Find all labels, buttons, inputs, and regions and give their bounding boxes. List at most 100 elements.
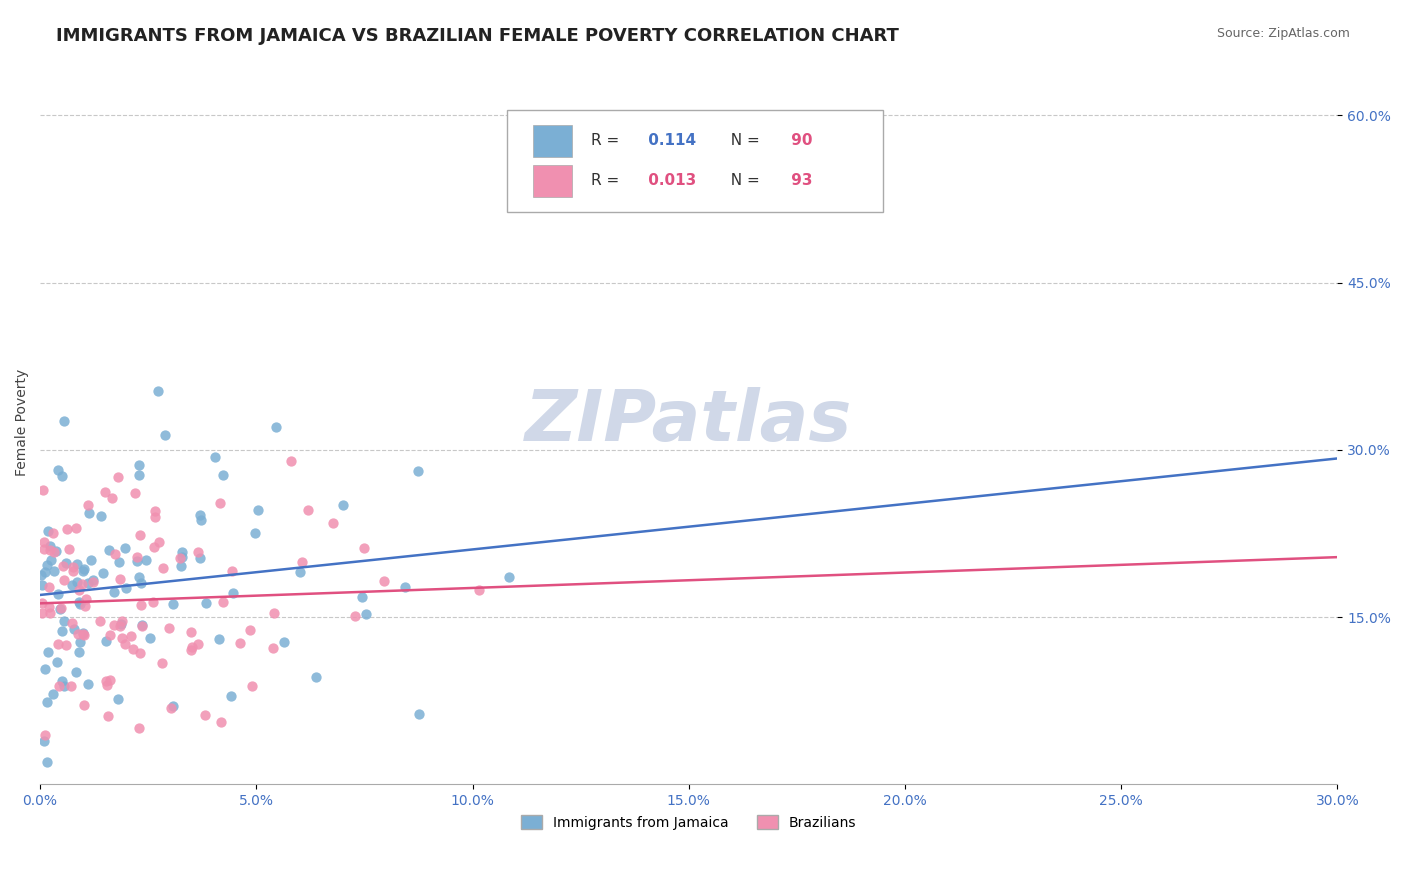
Point bbox=[37, 695, 59, 709]
Point bbox=[82, 573, 104, 587]
Point bbox=[162, 698, 184, 713]
Point bbox=[142, 541, 165, 555]
Point bbox=[37, 645, 59, 659]
Point bbox=[101, 491, 124, 505]
Point bbox=[125, 549, 148, 564]
Text: 0.013: 0.013 bbox=[644, 173, 696, 188]
Point bbox=[162, 597, 184, 611]
Point bbox=[65, 665, 87, 679]
Point bbox=[32, 541, 55, 556]
Point bbox=[145, 509, 167, 524]
Text: 93: 93 bbox=[786, 173, 813, 188]
Point bbox=[322, 516, 344, 530]
Point bbox=[209, 714, 232, 729]
Point bbox=[135, 553, 157, 567]
Point bbox=[373, 574, 395, 588]
Point bbox=[188, 551, 211, 566]
Point bbox=[467, 583, 489, 598]
Text: 0.114: 0.114 bbox=[644, 133, 696, 148]
Point bbox=[110, 572, 132, 586]
Point bbox=[181, 640, 204, 654]
Point bbox=[127, 554, 149, 568]
Point bbox=[110, 617, 132, 632]
Point bbox=[111, 632, 134, 646]
Point bbox=[42, 687, 65, 701]
FancyBboxPatch shape bbox=[508, 111, 883, 211]
Point bbox=[209, 496, 232, 510]
Point bbox=[159, 701, 181, 715]
Point bbox=[120, 629, 142, 643]
Point bbox=[53, 614, 76, 628]
Text: R =: R = bbox=[592, 173, 624, 188]
Point bbox=[60, 616, 83, 631]
Point bbox=[211, 594, 233, 608]
Point bbox=[211, 468, 233, 483]
Point bbox=[498, 570, 520, 584]
Point bbox=[204, 450, 226, 464]
Point bbox=[44, 545, 66, 559]
Point bbox=[114, 581, 136, 595]
Point bbox=[148, 534, 170, 549]
Point bbox=[142, 594, 165, 608]
Point bbox=[69, 634, 91, 648]
Point bbox=[408, 706, 430, 721]
Point bbox=[38, 580, 60, 594]
Point bbox=[146, 384, 169, 399]
Point bbox=[42, 525, 65, 540]
FancyBboxPatch shape bbox=[533, 165, 572, 197]
Point bbox=[53, 573, 76, 587]
Point bbox=[97, 709, 120, 723]
Point bbox=[45, 656, 67, 670]
Point bbox=[72, 564, 94, 578]
Point bbox=[153, 428, 176, 442]
Point bbox=[31, 596, 53, 610]
Point bbox=[52, 413, 75, 427]
Point bbox=[100, 673, 122, 687]
Point bbox=[67, 645, 90, 659]
Point bbox=[52, 558, 75, 573]
Point bbox=[65, 521, 87, 535]
Point bbox=[98, 542, 121, 557]
Point bbox=[82, 574, 104, 589]
Point bbox=[128, 468, 150, 483]
Point bbox=[37, 524, 59, 538]
Text: R =: R = bbox=[592, 133, 624, 148]
Point bbox=[34, 662, 56, 676]
Point bbox=[263, 606, 285, 620]
Point bbox=[79, 506, 101, 520]
Point bbox=[169, 551, 191, 566]
Text: ZIPatlas: ZIPatlas bbox=[524, 387, 852, 457]
Point bbox=[208, 632, 231, 647]
Point bbox=[77, 677, 100, 691]
Point bbox=[62, 560, 84, 574]
Point bbox=[91, 566, 114, 581]
Point bbox=[31, 607, 53, 621]
Point bbox=[37, 558, 59, 572]
Text: IMMIGRANTS FROM JAMAICA VS BRAZILIAN FEMALE POVERTY CORRELATION CHART: IMMIGRANTS FROM JAMAICA VS BRAZILIAN FEM… bbox=[56, 27, 898, 45]
Point bbox=[39, 553, 62, 567]
Point bbox=[38, 607, 60, 621]
Text: N =: N = bbox=[721, 173, 765, 188]
Point bbox=[150, 656, 173, 670]
Point bbox=[194, 708, 217, 723]
Point bbox=[45, 544, 67, 558]
Point bbox=[124, 486, 146, 500]
Point bbox=[273, 635, 295, 649]
Point bbox=[48, 462, 70, 476]
Point bbox=[66, 574, 89, 589]
Legend: Immigrants from Jamaica, Brazilians: Immigrants from Jamaica, Brazilians bbox=[516, 810, 862, 836]
Point bbox=[129, 576, 152, 591]
Point bbox=[131, 619, 153, 633]
Point bbox=[108, 555, 131, 569]
Point bbox=[128, 458, 150, 472]
Point bbox=[63, 622, 86, 636]
Point bbox=[344, 609, 367, 624]
Point bbox=[72, 577, 94, 591]
Point bbox=[62, 578, 84, 592]
Point bbox=[39, 539, 62, 553]
Text: Source: ZipAtlas.com: Source: ZipAtlas.com bbox=[1216, 27, 1350, 40]
Point bbox=[229, 636, 252, 650]
Point bbox=[103, 547, 125, 561]
Point bbox=[353, 541, 375, 556]
Point bbox=[51, 624, 73, 638]
